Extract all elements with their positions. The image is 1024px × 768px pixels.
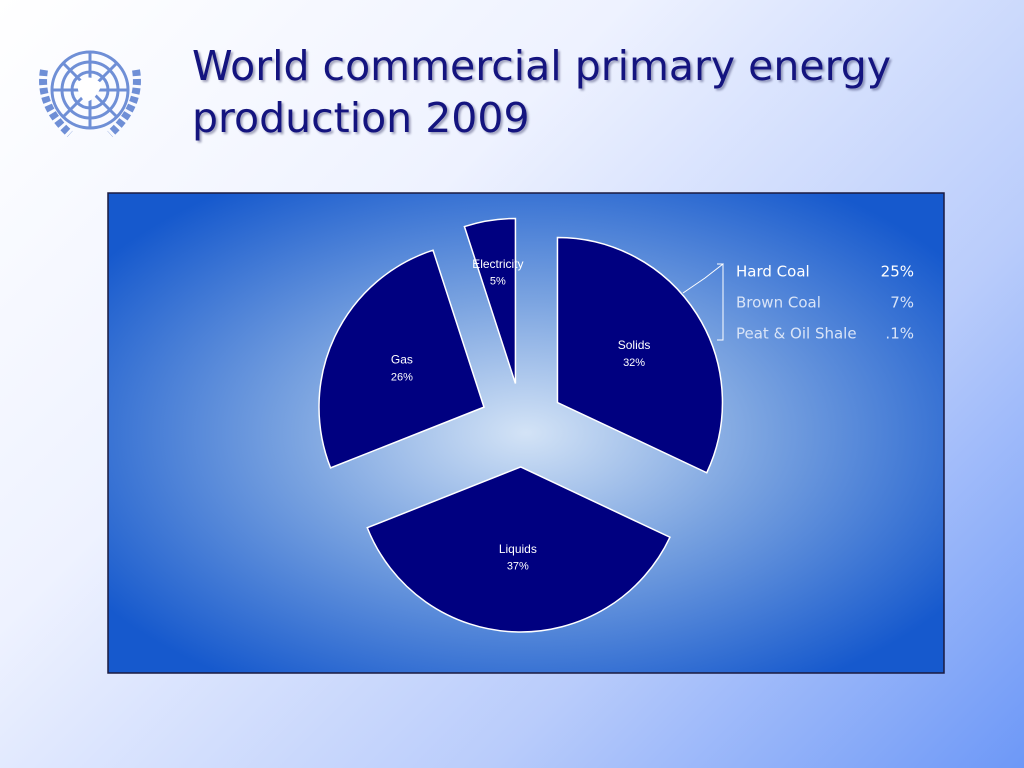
title: World commercial primary energy producti…	[192, 42, 892, 142]
pie-slice	[463, 217, 517, 384]
breakdown-value: 25%	[881, 263, 914, 281]
slice-label: Liquids	[499, 542, 537, 556]
breakdown-label: Peat & Oil Shale	[736, 325, 857, 343]
breakdown-label: Hard Coal	[736, 263, 810, 281]
slice-label: Gas	[391, 353, 413, 367]
slice-value: 37%	[507, 561, 529, 573]
pie-slice	[556, 236, 724, 474]
breakdown-label: Brown Coal	[736, 294, 821, 312]
breakdown-value: .1%	[885, 325, 914, 343]
pie-slice	[366, 466, 671, 633]
breakdown-value: 7%	[890, 294, 914, 312]
pie-slice	[318, 249, 485, 469]
un-logo	[39, 50, 141, 137]
slice-value: 32%	[623, 357, 645, 369]
slice-value: 5%	[490, 276, 506, 288]
slice-label: Electricity	[472, 257, 523, 271]
slice-value: 26%	[391, 371, 413, 383]
slice-label: Solids	[618, 338, 651, 352]
